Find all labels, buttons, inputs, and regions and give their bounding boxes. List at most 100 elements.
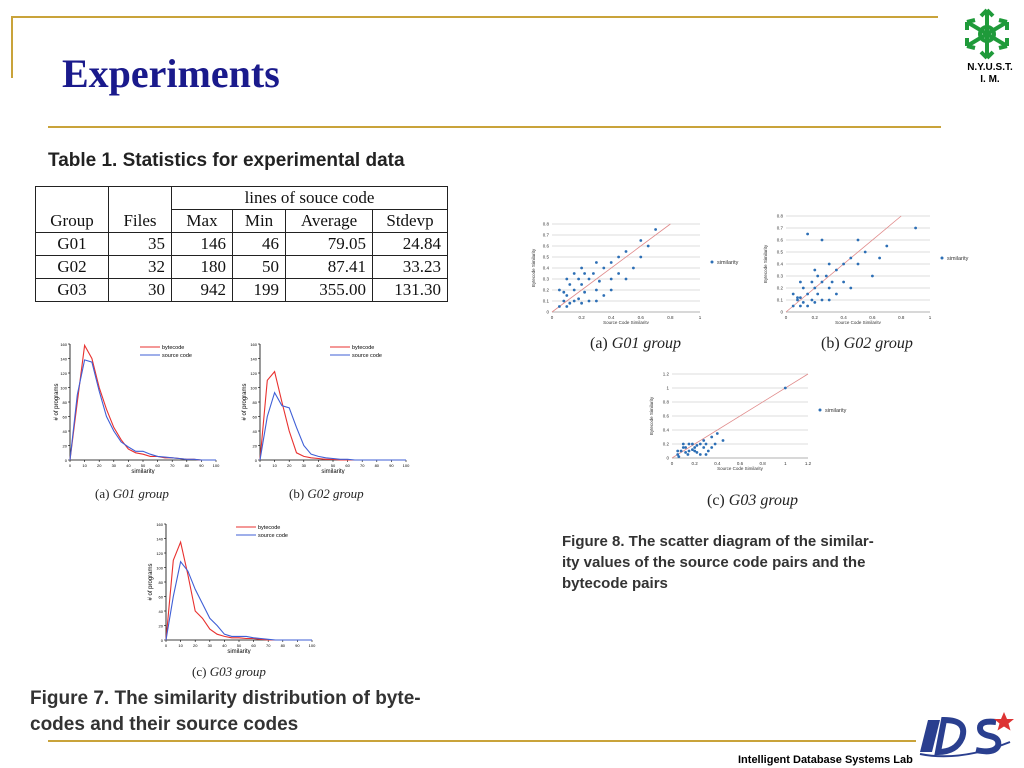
legend-marker xyxy=(940,256,944,260)
fig7b-caption: (b) G02 group xyxy=(289,486,364,502)
x-axis-label: similarity xyxy=(131,469,154,474)
y-tick-label: 1.2 xyxy=(663,372,670,377)
scatter-point xyxy=(849,286,853,290)
x-tick-label: 70 xyxy=(360,463,365,468)
y-tick-label: 20 xyxy=(63,444,68,449)
scatter-point xyxy=(677,455,681,458)
scatter-point xyxy=(693,446,697,449)
legend-label: bytecode xyxy=(352,345,374,351)
scatter-point xyxy=(863,250,867,254)
x-tick-label: 0.6 xyxy=(737,461,744,466)
scatter-point xyxy=(704,453,708,456)
y-tick-label: 0.6 xyxy=(663,414,670,419)
scatter-point xyxy=(791,292,795,296)
group-header: lines of souce code xyxy=(171,186,448,210)
column-header: Files xyxy=(108,209,172,233)
table-cell: G03 xyxy=(35,278,109,302)
y-tick-label: 40 xyxy=(159,609,164,614)
table-cell: 46 xyxy=(232,232,286,256)
scatter-point xyxy=(827,298,831,302)
y-tick-label: 0.5 xyxy=(543,255,550,260)
scatter-point xyxy=(609,288,613,292)
fig8a-caption: (a) G01 group xyxy=(590,335,681,353)
scatter-point xyxy=(617,255,620,259)
y-tick-label: 100 xyxy=(250,386,257,391)
fig7a-line-chart: 0 20 40 60 80 100 120 140 160 0 10 20 30 40 50 60 70 80 90… xyxy=(54,342,220,474)
legend-marker xyxy=(818,408,822,412)
x-tick-label: 50 xyxy=(141,463,146,468)
scatter-point xyxy=(681,442,685,446)
scatter-point xyxy=(914,226,917,230)
panel-label: (c) xyxy=(707,492,725,509)
table-cell: 199 xyxy=(232,278,286,302)
scatter-point xyxy=(587,277,591,281)
scatter-point xyxy=(572,299,576,303)
y-tick-label: 120 xyxy=(156,551,163,556)
scatter-point xyxy=(602,266,606,270)
column-header: Stdevp xyxy=(372,209,448,233)
y-tick-label: 160 xyxy=(250,342,257,347)
scatter-point xyxy=(702,446,706,449)
x-tick-label: 20 xyxy=(193,643,198,648)
scatter-point xyxy=(816,292,820,296)
y-tick-label: 0.2 xyxy=(663,442,670,447)
x-tick-label: 0.6 xyxy=(869,315,876,320)
y-tick-label: 80 xyxy=(63,400,68,405)
x-tick-label: 100 xyxy=(403,463,410,468)
scatter-point xyxy=(783,386,787,390)
table-cell xyxy=(35,186,109,210)
y-tick-label: 80 xyxy=(253,400,258,405)
y-tick-label: 120 xyxy=(250,371,257,376)
fig8c-scatter-chart: 0 0.2 0.4 0.6 0.8 1 1.2 0 0.2 0.4 0.6 0.8 1 1.2 Source… xyxy=(649,372,847,472)
panel-group: G01 group xyxy=(611,335,681,352)
table-cell: 30 xyxy=(108,278,172,302)
scatter-point xyxy=(710,446,714,449)
scatter-point xyxy=(679,449,683,453)
scatter-point xyxy=(849,256,853,260)
series-line-source-code xyxy=(165,560,312,641)
table-cell: 146 xyxy=(171,232,233,256)
x-tick-label: 10 xyxy=(82,463,87,468)
table-cell: 355.00 xyxy=(285,278,373,302)
scatter-point xyxy=(796,298,799,302)
x-tick-label: 0.8 xyxy=(760,461,767,466)
y-tick-label: 140 xyxy=(156,537,163,542)
scatter-point xyxy=(820,280,824,284)
logo-caption-line2: I. M. xyxy=(980,74,1000,85)
panel-group: G02 group xyxy=(307,486,364,501)
y-tick-label: 160 xyxy=(156,522,163,527)
scatter-point xyxy=(592,272,595,275)
y-tick-label: 40 xyxy=(253,429,258,434)
table-cell xyxy=(108,186,172,210)
table-row: G02 32 180 50 87.41 33.23 xyxy=(35,255,448,279)
scatter-point xyxy=(558,288,561,292)
table-cell: 131.30 xyxy=(372,278,448,302)
scatter-point xyxy=(710,435,714,439)
table-cell: 32 xyxy=(108,255,172,279)
panel-group: G03 group xyxy=(209,664,266,679)
x-tick-label: 0.6 xyxy=(638,315,645,320)
y-tick-label: 0.4 xyxy=(543,266,550,271)
y-tick-label: 0.1 xyxy=(543,299,550,304)
x-tick-label: 40 xyxy=(316,463,321,468)
scatter-point xyxy=(691,448,694,451)
x-tick-label: 1 xyxy=(699,315,702,320)
legend-label: similarity xyxy=(825,408,847,414)
x-tick-label: 70 xyxy=(170,463,175,468)
figure8-caption-line1: Figure 8. The scatter diagram of the sim… xyxy=(562,533,874,550)
left-rule xyxy=(11,16,13,78)
fig8b-scatter-chart: 0 0.1 0.2 0.3 0.4 0.5 0.6 0.7 0.8 0 0.2 0.4 0.6 0.8 1 S… xyxy=(763,214,969,325)
scatter-point xyxy=(684,451,687,454)
scatter-point xyxy=(827,262,831,266)
x-axis-label: Source Code Similarity xyxy=(717,466,764,471)
scatter-point xyxy=(684,446,687,449)
scatter-point xyxy=(706,449,710,453)
y-tick-label: 0.8 xyxy=(663,400,670,405)
fig7b-line-chart: 0 20 40 60 80 100 120 140 160 0 10 20 30 40 50 60 70 80 90… xyxy=(242,342,410,474)
y-tick-label: 0 xyxy=(65,458,68,463)
fig7c-caption: (c) G03 group xyxy=(192,664,266,680)
scatter-point xyxy=(702,439,706,442)
panel-label: (a) xyxy=(590,335,608,352)
y-tick-label: 160 xyxy=(60,342,67,347)
scatter-point xyxy=(602,294,606,297)
